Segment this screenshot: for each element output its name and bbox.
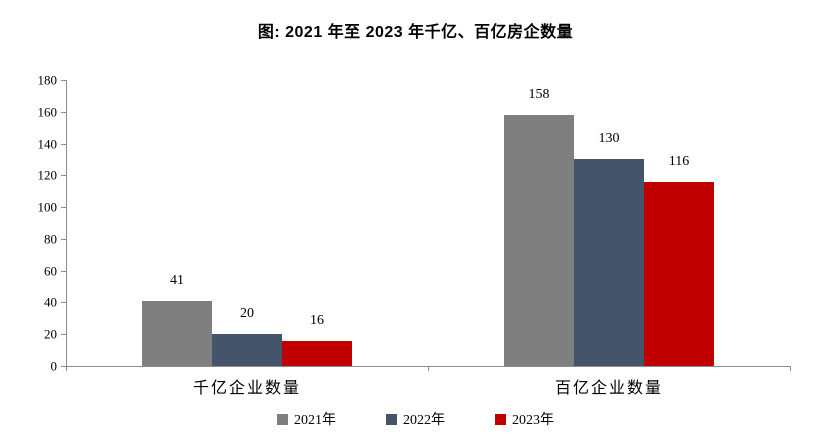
y-axis-line: [66, 80, 67, 367]
y-axis-tick-label: 60: [44, 263, 57, 279]
y-axis-tick: [61, 80, 66, 81]
y-axis-tick: [61, 207, 66, 208]
legend-label: 2023年: [512, 413, 554, 428]
y-axis-tick: [61, 239, 66, 240]
x-axis-tick: [428, 366, 429, 371]
legend-swatch-icon: [386, 413, 397, 425]
bar-value-label: 20: [240, 306, 254, 321]
y-axis-tick: [61, 175, 66, 176]
y-axis-tick: [61, 144, 66, 145]
x-axis-tick: [66, 366, 67, 371]
bar-value-label: 41: [170, 273, 184, 288]
y-axis-tick: [61, 302, 66, 303]
y-axis-tick-label: 140: [37, 136, 58, 152]
legend-swatch-icon: [277, 413, 288, 425]
bar-2021年-千亿企业数量: [142, 301, 212, 366]
bar-2021年-百亿企业数量: [504, 115, 574, 366]
bar-2023年-千亿企业数量: [282, 341, 352, 366]
y-axis-tick-label: 40: [44, 294, 57, 310]
bar-value-label: 130: [598, 131, 620, 146]
bar-2023年-百亿企业数量: [644, 182, 714, 366]
legend-item-2023年: 2023年: [495, 409, 554, 429]
x-axis-tick: [790, 366, 791, 371]
y-axis-tick: [61, 334, 66, 335]
y-axis-tick-label: 80: [44, 231, 57, 247]
bar-value-label: 158: [528, 87, 550, 102]
chart-title: 图: 2021 年至 2023 年千亿、百亿房企数量: [257, 24, 574, 41]
x-axis-category-label: 百亿企业数量: [554, 380, 664, 397]
y-axis-tick-label: 180: [37, 72, 58, 88]
bar-value-label: 116: [668, 154, 690, 169]
x-axis-category-label: 千亿企业数量: [192, 380, 302, 397]
y-axis-tick: [61, 271, 66, 272]
chart-legend: 2021年 2022年 2023年: [0, 409, 831, 429]
bar-value-label: 16: [310, 313, 324, 328]
legend-item-2021年: 2021年: [277, 409, 336, 429]
bar-2022年-千亿企业数量: [212, 334, 282, 366]
y-axis-tick-label: 120: [37, 167, 58, 183]
bar-2022年-百亿企业数量: [574, 159, 644, 366]
y-axis-tick-label: 0: [50, 358, 58, 374]
legend-swatch-icon: [495, 413, 506, 425]
y-axis-tick-label: 20: [44, 326, 57, 342]
y-axis-tick-label: 100: [37, 199, 58, 215]
legend-label: 2021年: [294, 413, 336, 428]
legend-label: 2022年: [403, 413, 445, 428]
legend-item-2022年: 2022年: [386, 409, 445, 429]
y-axis-tick: [61, 112, 66, 113]
y-axis-tick: [61, 366, 66, 367]
y-axis-tick-label: 160: [37, 104, 58, 120]
